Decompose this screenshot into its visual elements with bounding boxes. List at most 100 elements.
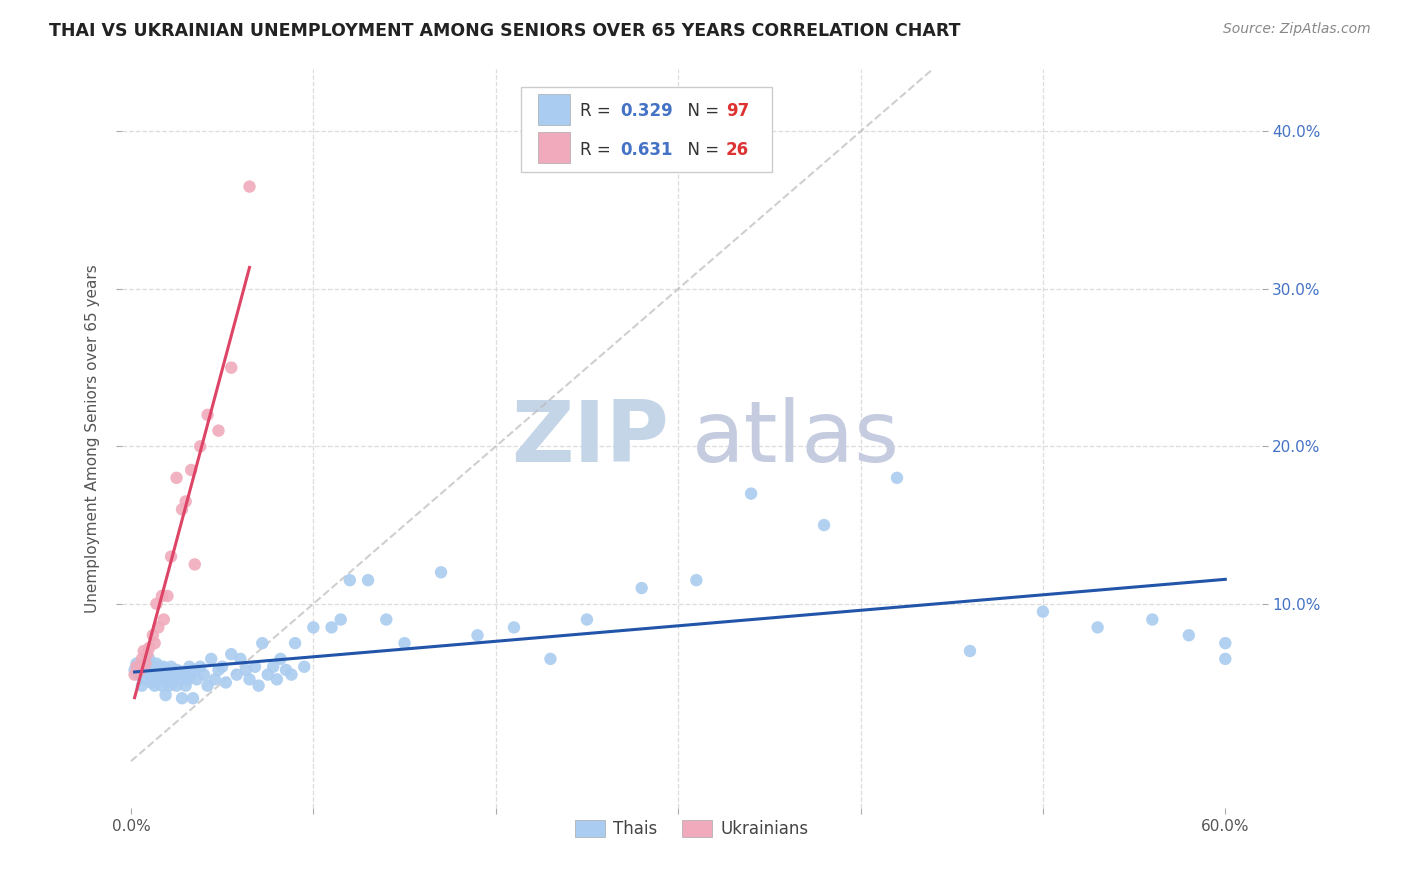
Point — [179, 659, 201, 673]
Point — [138, 652, 160, 666]
Point — [200, 652, 222, 666]
Point — [959, 644, 981, 658]
Point — [357, 573, 380, 587]
Point — [302, 620, 325, 634]
Point — [207, 663, 229, 677]
Point — [467, 628, 489, 642]
Point — [540, 652, 562, 666]
Point — [138, 667, 160, 681]
Point — [129, 663, 152, 677]
Point — [127, 667, 149, 681]
Point — [174, 494, 197, 508]
Point — [160, 549, 183, 564]
Point — [131, 679, 153, 693]
Point — [166, 471, 188, 485]
Point — [207, 424, 229, 438]
Point — [166, 663, 188, 677]
Point — [145, 657, 167, 671]
Point — [156, 589, 179, 603]
Point — [211, 659, 233, 673]
Point — [142, 628, 165, 642]
Point — [148, 663, 170, 677]
Text: R =: R = — [581, 141, 616, 159]
Point — [143, 665, 166, 679]
Point — [170, 691, 193, 706]
Point — [575, 613, 598, 627]
Point — [152, 659, 174, 673]
Point — [142, 659, 165, 673]
Point — [138, 640, 160, 655]
Point — [321, 620, 343, 634]
Point — [339, 573, 361, 587]
Point — [124, 667, 146, 681]
Point — [139, 663, 162, 677]
Point — [142, 671, 165, 685]
Point — [394, 636, 416, 650]
Point — [229, 652, 252, 666]
Point — [156, 667, 179, 681]
Point — [132, 644, 155, 658]
Point — [886, 471, 908, 485]
Point — [270, 652, 292, 666]
Point — [138, 659, 160, 673]
Point — [252, 636, 274, 650]
Point — [1213, 652, 1236, 666]
Text: N =: N = — [676, 141, 724, 159]
Text: 0.631: 0.631 — [620, 141, 672, 159]
Point — [143, 636, 166, 650]
Text: N =: N = — [676, 103, 724, 120]
Point — [160, 659, 183, 673]
Point — [292, 659, 315, 673]
Point — [1178, 628, 1201, 642]
Point — [152, 613, 174, 627]
Point — [256, 667, 278, 681]
Point — [219, 647, 242, 661]
Point — [204, 673, 226, 687]
Point — [148, 667, 170, 681]
Point — [197, 679, 219, 693]
Text: 0.329: 0.329 — [620, 103, 672, 120]
Point — [238, 179, 260, 194]
Point — [238, 673, 260, 687]
Point — [1032, 605, 1054, 619]
Point — [163, 667, 186, 681]
Point — [280, 667, 302, 681]
Text: atlas: atlas — [692, 397, 900, 480]
Point — [150, 667, 173, 681]
Point — [169, 665, 191, 679]
Point — [740, 486, 762, 500]
Point — [143, 679, 166, 693]
Point — [186, 673, 208, 687]
Point — [284, 636, 307, 650]
Text: R =: R = — [581, 103, 616, 120]
Point — [193, 667, 215, 681]
Point — [247, 679, 270, 693]
Legend: Thais, Ukrainians: Thais, Ukrainians — [568, 813, 815, 845]
Point — [813, 518, 835, 533]
Point — [155, 663, 177, 677]
Text: 26: 26 — [725, 141, 749, 159]
Point — [266, 673, 288, 687]
Point — [181, 691, 204, 706]
Point — [167, 673, 190, 687]
Text: 97: 97 — [725, 103, 749, 120]
FancyBboxPatch shape — [538, 94, 569, 125]
Point — [135, 665, 157, 679]
Y-axis label: Unemployment Among Seniors over 65 years: Unemployment Among Seniors over 65 years — [86, 264, 100, 613]
FancyBboxPatch shape — [538, 132, 569, 163]
Point — [685, 573, 707, 587]
Point — [135, 657, 157, 671]
Point — [149, 659, 172, 673]
Point — [149, 673, 172, 687]
Point — [1087, 620, 1109, 634]
Text: THAI VS UKRAINIAN UNEMPLOYMENT AMONG SENIORS OVER 65 YEARS CORRELATION CHART: THAI VS UKRAINIAN UNEMPLOYMENT AMONG SEN… — [49, 22, 960, 40]
Point — [150, 679, 173, 693]
Point — [139, 675, 162, 690]
Point — [124, 663, 146, 677]
Point — [215, 675, 238, 690]
Point — [129, 659, 152, 673]
Point — [160, 673, 183, 687]
Point — [170, 502, 193, 516]
Point — [148, 620, 170, 634]
Point — [162, 675, 184, 690]
